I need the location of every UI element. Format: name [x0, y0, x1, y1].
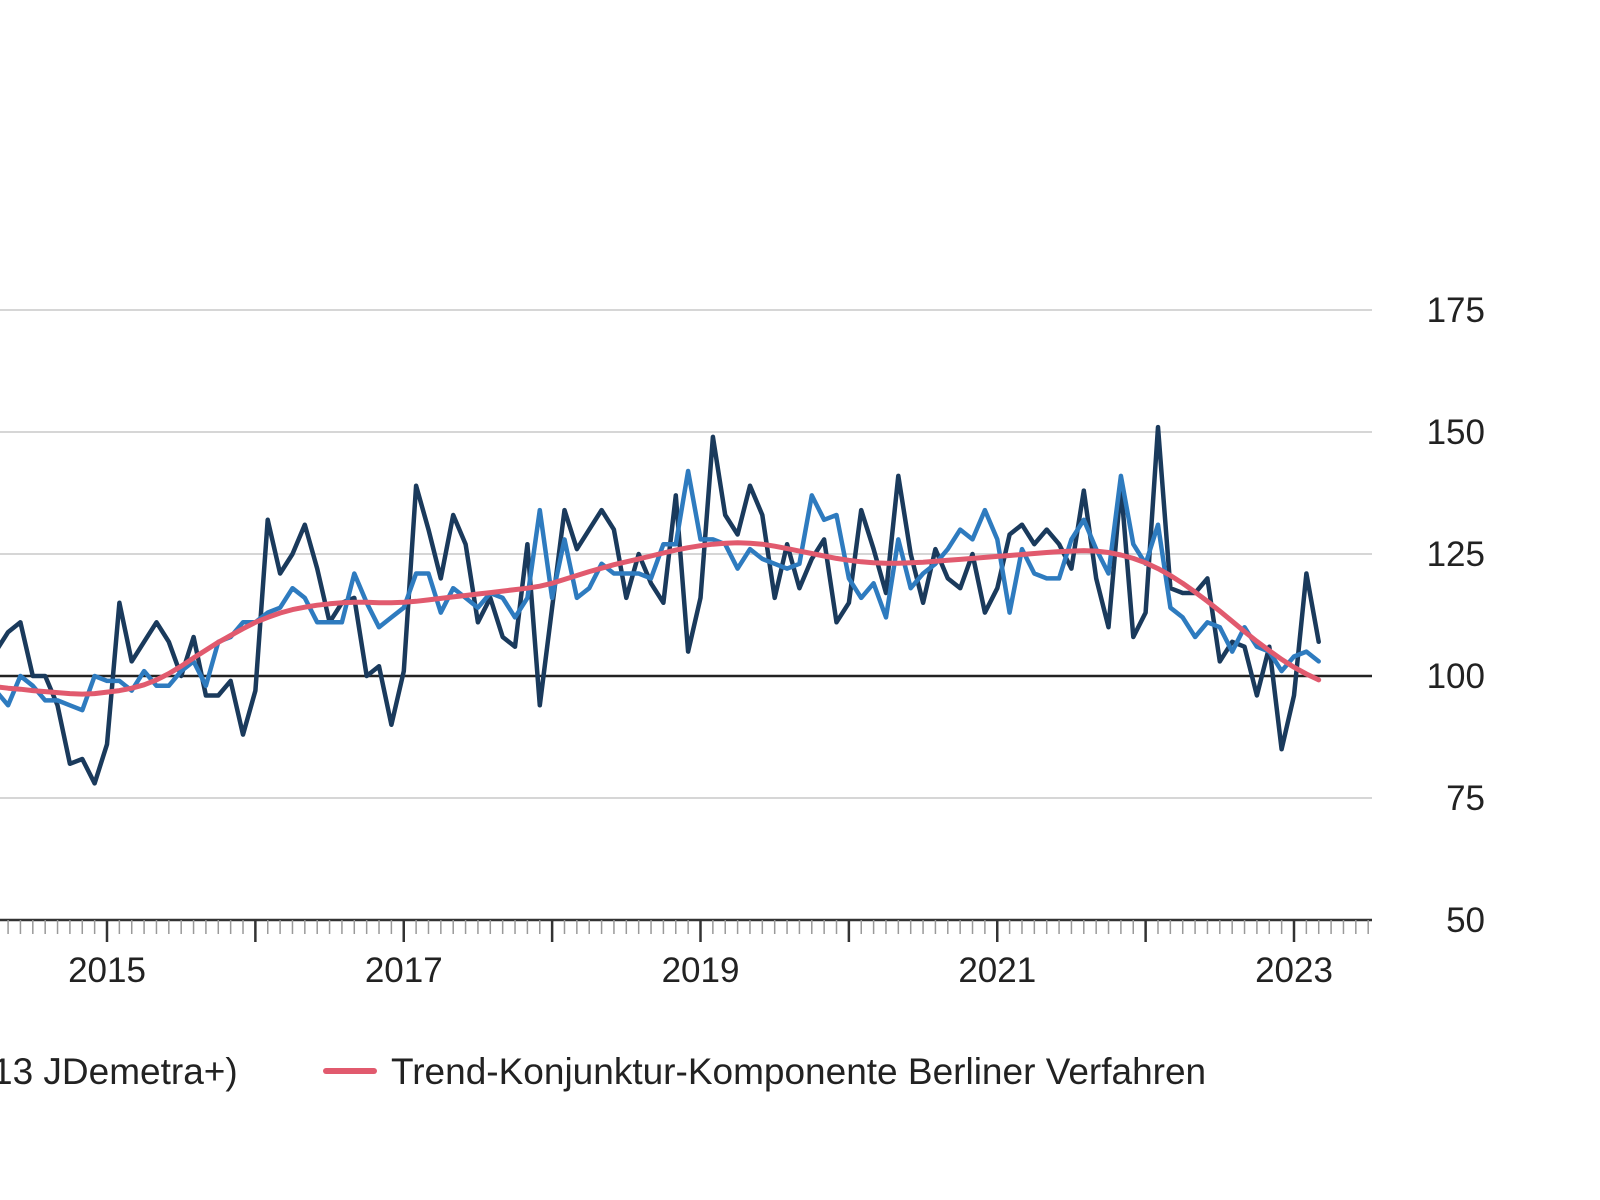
y-tick-label-75: 75 [1446, 779, 1485, 818]
y-tick-label-100: 100 [1427, 657, 1485, 696]
legend: 13 JDemetra+) Trend-Konjunktur-Komponent… [0, 1051, 1206, 1092]
legend-label-trend: Trend-Konjunktur-Komponente Berliner Ver… [391, 1051, 1206, 1092]
series-line-2 [0, 540, 1322, 697]
legend-label-jdemetra: 13 JDemetra+) [0, 1051, 238, 1092]
y-tick-label-125: 125 [1427, 535, 1485, 574]
series-lines [0, 424, 1322, 786]
x-tick-label-2023: 2023 [1255, 951, 1333, 990]
x-tick-label-2015: 2015 [68, 951, 146, 990]
x-tick-label-2017: 2017 [365, 951, 443, 990]
series-line-0 [0, 424, 1321, 786]
x-tick-labels: 2015 2017 2019 2021 2023 [68, 951, 1333, 990]
x-tick-label-2021: 2021 [958, 951, 1036, 990]
x-tick-label-2019: 2019 [662, 951, 740, 990]
y-tick-labels: 50 75 100 125 150 175 [1427, 291, 1485, 940]
y-tick-label-50: 50 [1446, 901, 1485, 940]
y-tick-label-175: 175 [1427, 291, 1485, 330]
x-axis [0, 918, 1372, 942]
y-tick-label-150: 150 [1427, 413, 1485, 452]
grid-lines [0, 309, 1372, 799]
